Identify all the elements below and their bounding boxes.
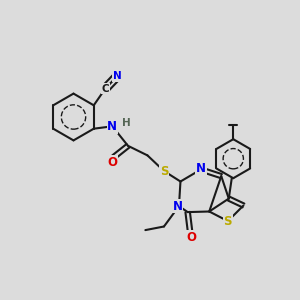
Text: O: O	[107, 155, 117, 169]
Text: C: C	[101, 84, 109, 94]
Text: N: N	[107, 120, 117, 133]
Text: S: S	[224, 214, 232, 228]
Text: S: S	[160, 164, 168, 178]
Text: N: N	[173, 200, 183, 213]
Text: O: O	[187, 230, 196, 244]
Text: N: N	[113, 71, 122, 81]
Text: N: N	[196, 162, 206, 175]
Text: H: H	[122, 118, 131, 128]
